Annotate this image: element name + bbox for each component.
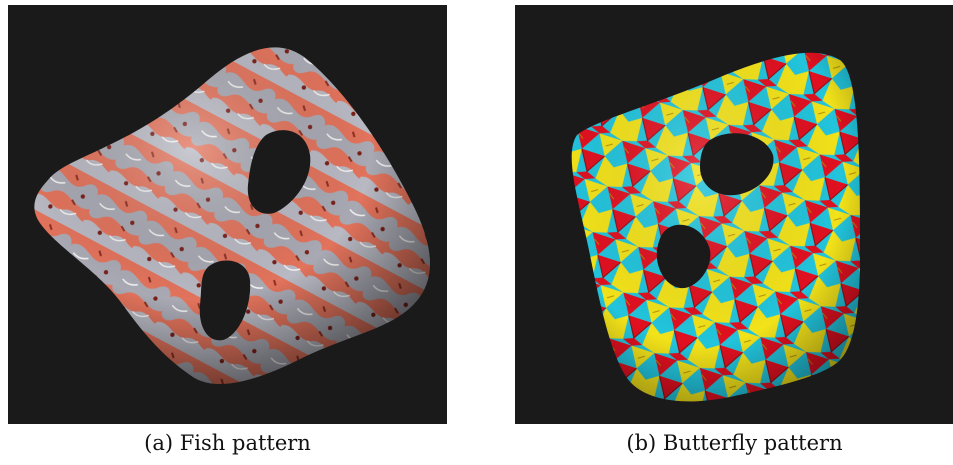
fish-pattern-render	[34, 47, 430, 384]
figure-b-image	[515, 5, 953, 424]
figure-b-caption: (b) Butterfly pattern	[626, 431, 843, 455]
figure-a-image	[8, 5, 447, 424]
figure-a-caption: (a) Fish pattern	[144, 431, 311, 455]
butterfly-pattern-render	[571, 52, 860, 402]
